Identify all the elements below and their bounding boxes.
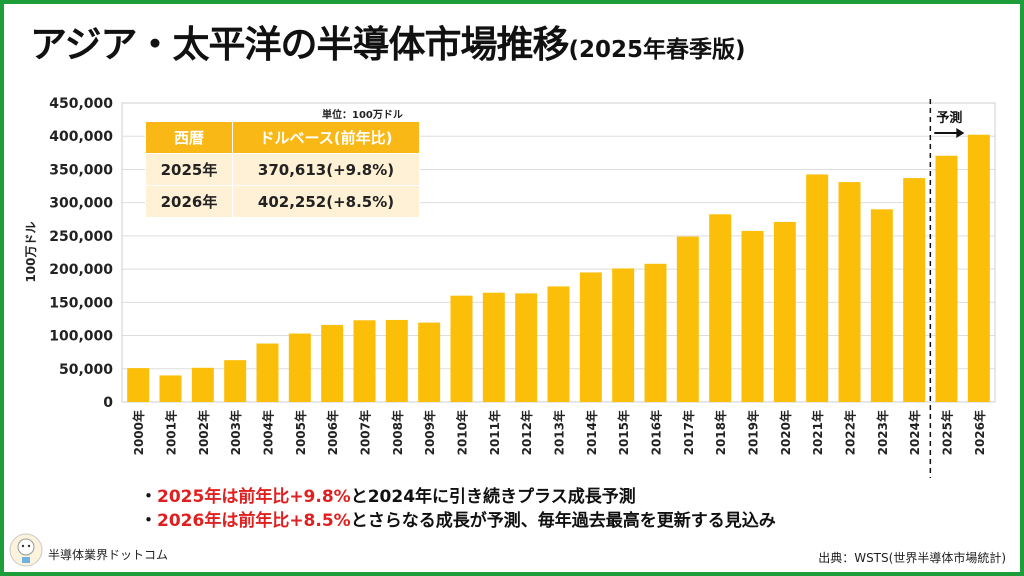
bar — [159, 375, 182, 402]
bar — [482, 292, 505, 402]
bar — [224, 360, 247, 402]
x-tick-label: 2007年 — [358, 410, 373, 455]
bar — [579, 272, 602, 402]
x-tick-label: 2006年 — [325, 410, 340, 455]
table-cell-year: 2025年 — [145, 153, 233, 186]
table-header-year: 西暦 — [145, 121, 233, 154]
y-tick-label: 400,000 — [49, 129, 113, 145]
x-tick-label: 2005年 — [293, 410, 308, 455]
x-tick-label: 2023年 — [875, 410, 890, 455]
note-text: とさらなる成長が予測、毎年過去最高を更新する見込み — [350, 511, 776, 531]
bar — [644, 263, 667, 402]
note-highlight: 2026年は前年比+8.5% — [157, 511, 351, 531]
table-row: 2026年 402,252(+8.5%) — [145, 185, 420, 218]
x-tick-label: 2020年 — [778, 410, 793, 455]
site-name: 半導体業界ドットコム — [48, 548, 169, 562]
title-main: アジア・太平洋の半導体市場推移 — [30, 23, 570, 66]
table-row: 2025年 370,613(+9.8%) — [145, 153, 420, 186]
y-tick-label: 250,000 — [49, 229, 113, 245]
bar — [418, 322, 441, 402]
x-tick-label: 2025年 — [940, 410, 955, 455]
note-text: と2024年に引き続きプラス成長予測 — [350, 487, 636, 507]
bar — [612, 268, 635, 402]
x-tick-label: 2001年 — [164, 410, 179, 455]
table-header-value: ドルベース(前年比) — [232, 121, 420, 154]
bar — [838, 182, 861, 402]
bar — [967, 134, 990, 402]
x-tick-label: 2002年 — [196, 410, 211, 455]
x-tick-label: 2010年 — [455, 410, 470, 455]
bar — [385, 319, 408, 402]
x-tick-label: 2000年 — [131, 410, 146, 455]
table-unit-label: 単位：100万ドル — [322, 110, 403, 121]
y-tick-label: 350,000 — [49, 162, 113, 178]
bar — [515, 293, 538, 402]
x-tick-label: 2024年 — [907, 410, 922, 455]
x-tick-label: 2012年 — [519, 410, 534, 455]
note-bullet: ・ — [140, 511, 157, 531]
x-tick-label: 2008年 — [390, 410, 405, 455]
table-cell-year: 2026年 — [145, 185, 233, 218]
bar — [288, 333, 311, 402]
x-tick-label: 2009年 — [422, 410, 437, 455]
note-highlight: 2025年は前年比+9.8% — [157, 487, 351, 507]
forecast-table: 西暦 ドルベース(前年比) 2025年 370,613(+9.8%) 2026年… — [145, 121, 420, 218]
x-tick-label: 2013年 — [552, 410, 567, 455]
note-bullet: ・ — [140, 487, 157, 507]
bar — [870, 209, 893, 402]
y-tick-label: 450,000 — [49, 96, 113, 112]
table-cell-value: 402,252(+8.5%) — [232, 185, 420, 218]
x-tick-label: 2018年 — [713, 410, 728, 455]
y-tick-label: 0 — [103, 395, 113, 411]
forecast-label: 予測 — [936, 110, 962, 126]
note-line: ・2025年は前年比+9.8%と2024年に引き続きプラス成長予測 — [140, 485, 776, 509]
y-tick-label: 100,000 — [49, 329, 113, 345]
y-tick-label: 50,000 — [59, 362, 113, 378]
table-header-row: 西暦 ドルベース(前年比) — [145, 121, 420, 154]
y-tick-label: 300,000 — [49, 196, 113, 212]
y-tick-label: 150,000 — [49, 295, 113, 311]
note-line: ・2026年は前年比+8.5%とさらなる成長が予測、毎年過去最高を更新する見込み — [140, 509, 776, 533]
page-title: アジア・太平洋の半導体市場推移(2025年春季版) — [30, 14, 746, 68]
bar — [676, 236, 699, 402]
x-tick-label: 2015年 — [616, 410, 631, 455]
bar — [806, 174, 829, 402]
x-tick-label: 2022年 — [843, 410, 858, 455]
x-tick-label: 2004年 — [261, 410, 276, 455]
title-subtitle: (2025年春季版) — [568, 37, 746, 63]
source-credit: 出典：WSTS(世界半導体市場統計) — [818, 551, 1006, 565]
x-tick-label: 2016年 — [649, 410, 664, 455]
bar — [450, 295, 473, 402]
bar — [256, 343, 279, 402]
site-logo-icon — [9, 533, 43, 567]
x-tick-label: 2017年 — [681, 410, 696, 455]
bar — [935, 155, 958, 402]
y-axis-label: 100万ドル — [24, 221, 38, 282]
x-tick-label: 2021年 — [810, 410, 825, 455]
forecast-arrow-icon — [956, 128, 965, 138]
x-tick-label: 2003年 — [228, 410, 243, 455]
bar — [709, 214, 732, 402]
y-tick-label: 200,000 — [49, 262, 113, 278]
bar — [741, 230, 764, 402]
bar — [321, 324, 344, 402]
x-tick-label: 2026年 — [972, 410, 987, 455]
bar — [547, 286, 570, 402]
summary-notes: ・2025年は前年比+9.8%と2024年に引き続きプラス成長予測 ・2026年… — [140, 485, 776, 533]
bar — [903, 178, 926, 402]
x-tick-label: 2011年 — [487, 410, 502, 455]
x-tick-label: 2019年 — [746, 410, 761, 455]
bar — [773, 221, 796, 402]
bar — [191, 367, 214, 402]
bar — [353, 320, 376, 402]
x-tick-label: 2014年 — [584, 410, 599, 455]
bar — [127, 368, 150, 402]
table-cell-value: 370,613(+9.8%) — [232, 153, 420, 186]
